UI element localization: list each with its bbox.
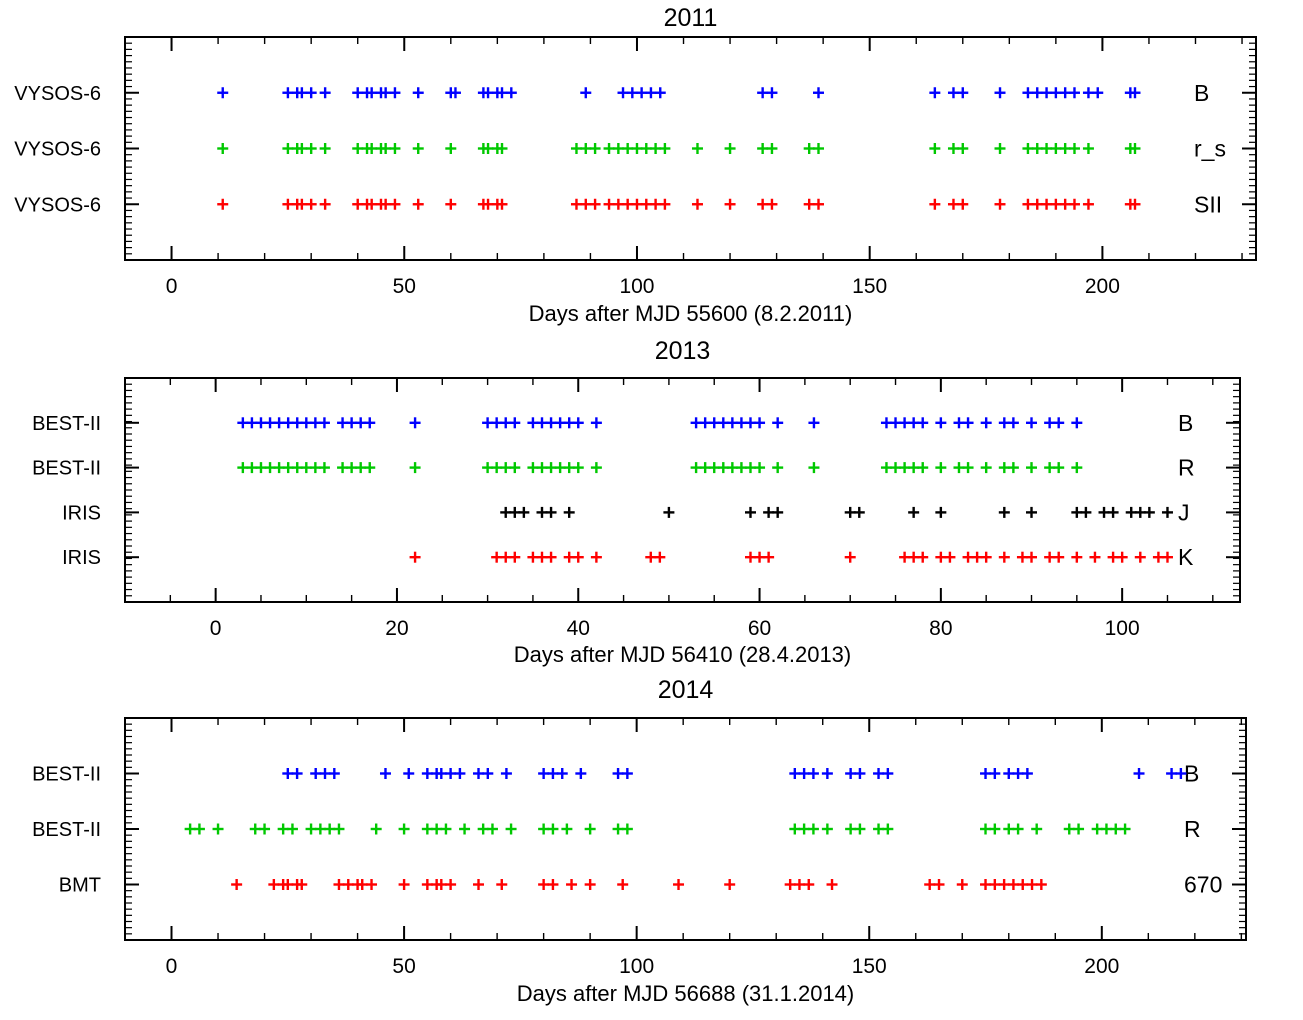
series-filter-label: J (1178, 499, 1190, 525)
panel-2013-plot: 2013 0 20 40 60 80 100 BEST-II B BEST-II R IRIS J IRI… (32, 337, 1241, 667)
series-markers-BEST-II-R (184, 823, 1131, 835)
x-tick-label: 200 (1085, 275, 1120, 298)
series-filter-label: K (1178, 544, 1194, 570)
series-filter-label: R (1184, 816, 1201, 842)
series-markers-VYSOS-6-r_s (217, 143, 1141, 154)
series-markers-BEST-II-B (237, 417, 1083, 429)
x-axis-label: Days after MJD 56410 (28.4.2013) (514, 642, 852, 667)
x-tick-label: 200 (1084, 955, 1119, 978)
y-minor-ticks (125, 42, 1256, 255)
x-tick-label: 40 (567, 617, 590, 640)
x-tick-label: 100 (619, 275, 654, 298)
row-instrument-label: BEST-II (32, 764, 101, 786)
plot-box (124, 377, 1241, 603)
row-instrument-label: BEST-II (32, 458, 101, 480)
x-tick-label: 0 (210, 617, 222, 640)
x-tick-label: 0 (166, 955, 178, 978)
x-axis-label: Days after MJD 55600 (8.2.2011) (529, 301, 853, 326)
row-instrument-label: BMT (59, 875, 101, 897)
series-markers-VYSOS-6-B (217, 87, 1141, 99)
row-instrument-label: IRIS (62, 502, 101, 524)
x-tick-label: 50 (393, 275, 416, 298)
x-tick-label: 50 (392, 955, 415, 978)
series-filter-label: r_s (1194, 136, 1226, 162)
row-instrument-label: VYSOS-6 (14, 194, 101, 216)
row-instrument-label: VYSOS-6 (14, 139, 101, 161)
x-minor-ticks (124, 378, 1214, 602)
series-markers-BEST-II-B (282, 768, 1187, 779)
x-tick-label: 80 (929, 617, 952, 640)
series-markers-BMT-670 (231, 879, 1047, 890)
series-filter-label: 670 (1184, 872, 1222, 898)
panel-2011-plot: 2011 0 50 100 150 200 VYSOS-6 B VYSOS-6 r_s VYSOS-… (14, 4, 1257, 326)
row-instrument-label: VYSOS-6 (14, 83, 101, 105)
y-minor-ticks (125, 383, 1240, 597)
row-instrument-label: BEST-II (32, 413, 101, 435)
x-axis-label: Days after MJD 56688 (31.1.2014) (517, 981, 855, 1006)
row-instrument-label: IRIS (62, 547, 101, 569)
x-tick-label: 20 (385, 617, 408, 640)
series-markers-BEST-II-R (237, 462, 1083, 474)
series-markers-IRIS-J (500, 506, 1173, 518)
series-filter-label: SII (1194, 191, 1222, 217)
x-tick-label: 60 (748, 617, 771, 640)
panel-title: 2011 (664, 4, 718, 32)
x-tick-label: 150 (852, 275, 887, 298)
panel-title: 2013 (655, 337, 711, 365)
x-tick-label: 100 (619, 955, 654, 978)
x-tick-label: 150 (852, 955, 887, 978)
row-instrument-label: BEST-II (32, 819, 101, 841)
series-markers-IRIS-K (409, 551, 1173, 563)
series-filter-label: B (1194, 80, 1209, 106)
panel-2014-plot: 2014 0 50 100 150 200 BEST-II B BEST-II R BMT 670 Da… (32, 676, 1247, 1006)
x-tick-label: 100 (1105, 617, 1140, 640)
series-filter-label: B (1184, 761, 1199, 787)
series-filter-label: B (1178, 410, 1193, 436)
x-tick-label: 0 (166, 275, 178, 298)
series-filter-label: R (1178, 455, 1195, 481)
panel-title: 2014 (658, 676, 714, 704)
series-markers-VYSOS-6-SII (217, 198, 1141, 210)
